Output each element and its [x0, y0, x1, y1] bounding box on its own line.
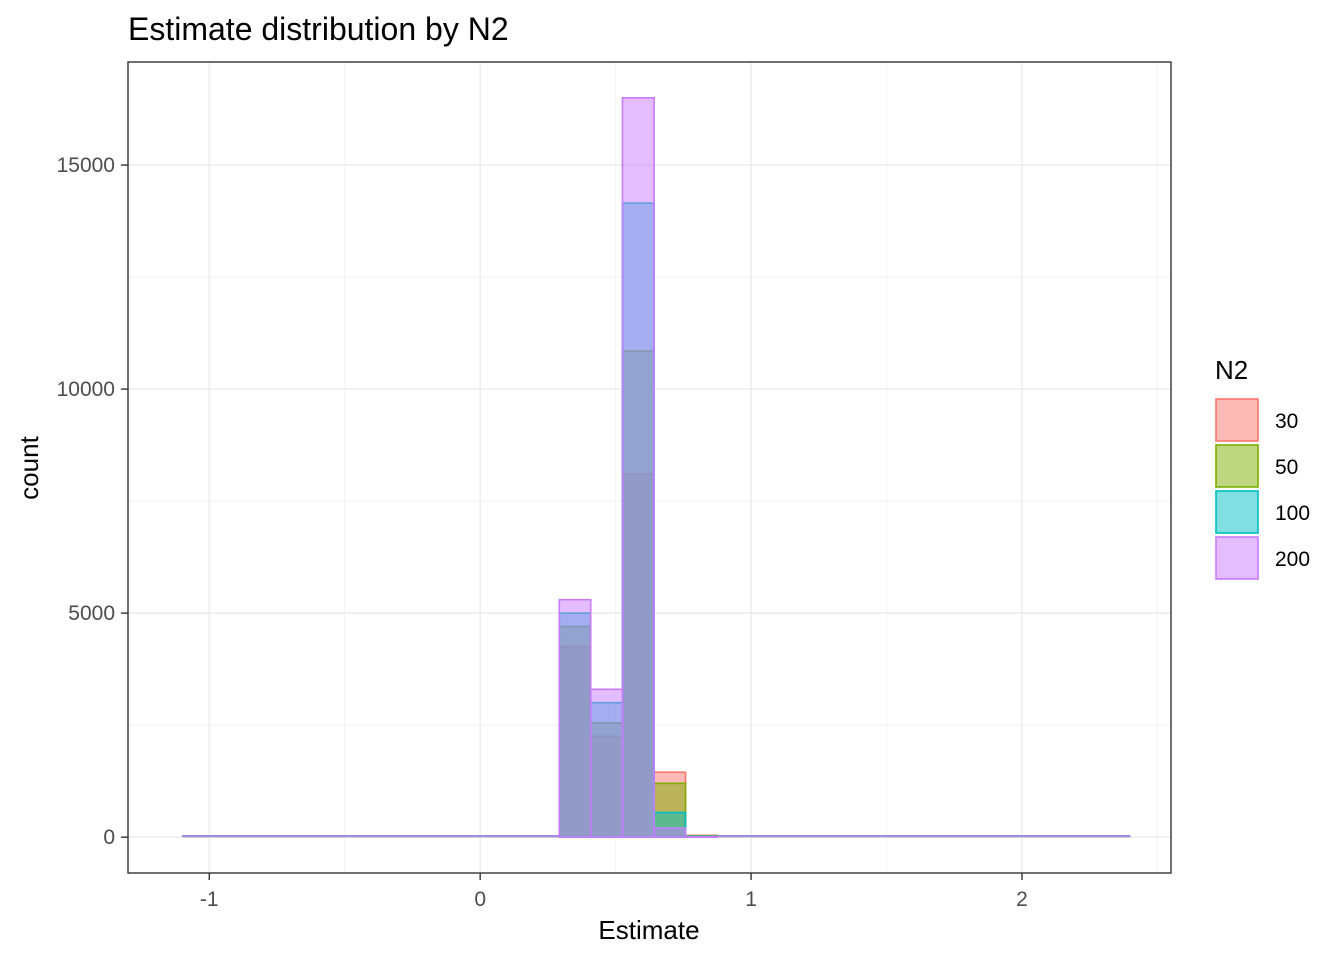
legend-key-100: [1215, 490, 1259, 534]
y-tick-label: 15000: [57, 154, 115, 177]
bar-200-bin-4: [653, 827, 687, 838]
bar-200-bin-2: [589, 688, 624, 838]
legend-key-50: [1215, 444, 1259, 488]
legend-title: N2: [1215, 355, 1248, 385]
bar-200-bin-1: [558, 598, 592, 838]
legend-key-30: [1215, 398, 1259, 442]
plot-panel: [127, 61, 1172, 874]
legend-key-200: [1215, 536, 1259, 580]
legend: N2 30 50 100 200: [1215, 355, 1310, 580]
bar-200-bin-5: [684, 835, 719, 839]
y-tick-label: 10000: [57, 378, 115, 401]
y-tick-label: 0: [103, 826, 115, 849]
y-tick-label: 5000: [68, 602, 115, 625]
histogram-bars: [558, 97, 719, 839]
legend-label-50: 50: [1275, 456, 1298, 479]
x-tick-label: 0: [474, 888, 486, 911]
bar-200-bin-3: [621, 97, 655, 838]
legend-label-30: 30: [1275, 410, 1298, 433]
y-axis: 0 5000 10000 15000: [57, 154, 128, 849]
x-tick-label: -1: [200, 888, 219, 911]
x-tick-label: 1: [745, 888, 757, 911]
x-tick-label: 2: [1016, 888, 1028, 911]
series-200: [558, 97, 719, 839]
x-axis-label: Estimate: [598, 915, 699, 945]
y-axis-label: count: [14, 435, 44, 499]
legend-label-200: 200: [1275, 548, 1310, 571]
chart-title: Estimate distribution by N2: [128, 11, 509, 47]
panel-border: [127, 61, 1172, 874]
legend-label-100: 100: [1275, 502, 1310, 525]
x-axis: -1 0 1 2: [200, 873, 1028, 911]
